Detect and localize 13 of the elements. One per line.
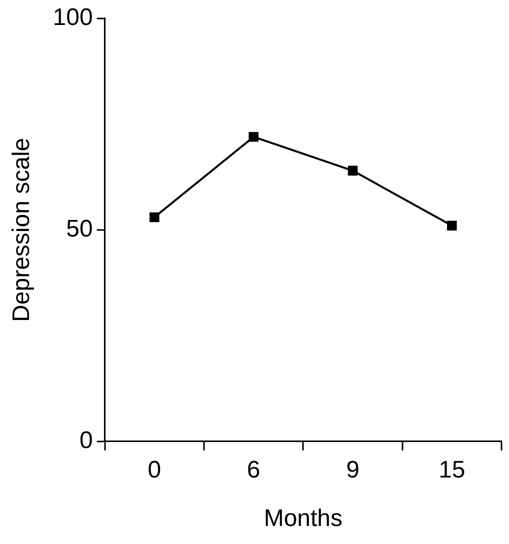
y-tick-label: 0: [79, 427, 93, 454]
point: [348, 166, 358, 176]
x-tick-label: 9: [346, 456, 360, 484]
y-axis-title: Depression scale: [8, 138, 36, 322]
x-tick-label: 15: [438, 456, 466, 484]
x-axis-title: Months: [264, 505, 343, 532]
y-tick-label: 100: [52, 4, 93, 32]
point: [150, 212, 160, 222]
x-tick-label: 0: [148, 456, 162, 484]
y-tick-label: 50: [66, 216, 93, 243]
point: [447, 220, 457, 231]
x-tick-label: 6: [246, 456, 260, 484]
point: [248, 132, 258, 142]
